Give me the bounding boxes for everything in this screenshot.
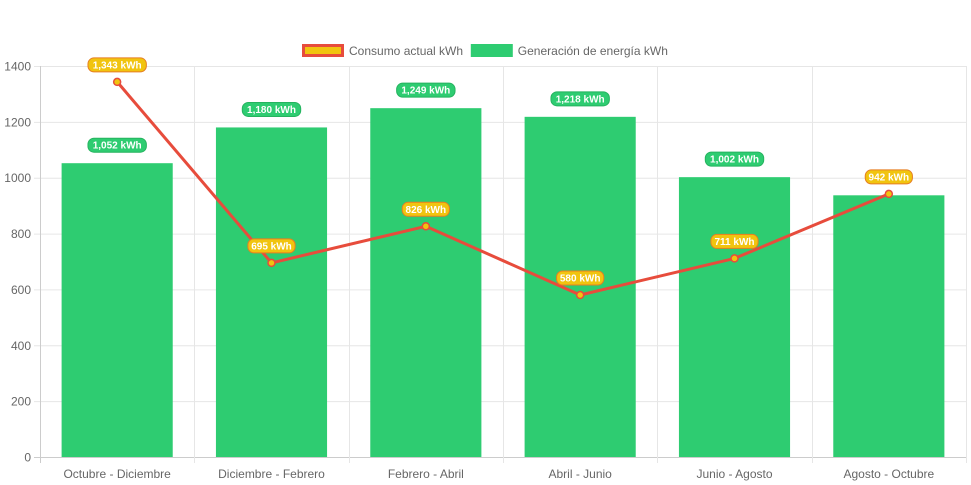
data-label-text: 580 kWh bbox=[560, 274, 601, 285]
chart-gridlines bbox=[34, 66, 967, 463]
data-label-text: 942 kWh bbox=[869, 172, 910, 183]
y-tick-label: 1200 bbox=[4, 115, 31, 129]
line-series bbox=[112, 77, 894, 300]
bar bbox=[833, 195, 945, 458]
x-tick-label: Abril - Junio bbox=[548, 467, 612, 481]
chart-legend[interactable]: Consumo actual kWh Generación de energía … bbox=[302, 44, 668, 58]
y-tick-label: 200 bbox=[11, 395, 31, 409]
data-label-badge bbox=[396, 82, 456, 98]
consumption-point bbox=[112, 77, 122, 87]
data-label: 942 kWh bbox=[864, 169, 913, 185]
x-tick-label: Diciembre - Febrero bbox=[218, 467, 325, 481]
legend-label: Consumo actual kWh bbox=[349, 44, 463, 58]
y-tick-label: 800 bbox=[11, 227, 31, 241]
data-label: 1,343 kWh bbox=[87, 57, 147, 73]
consumption-point bbox=[730, 254, 739, 263]
data-label: 711 kWh bbox=[710, 233, 759, 249]
legend-item[interactable]: Generación de energía kWh bbox=[470, 44, 668, 58]
data-label-badge bbox=[87, 137, 147, 153]
data-label-badge bbox=[704, 151, 765, 167]
data-label: 826 kWh bbox=[401, 201, 450, 217]
consumption-point bbox=[884, 189, 894, 199]
x-tick-label: Junio - Agosto bbox=[696, 467, 772, 481]
data-label-text: 1,218 kWh bbox=[556, 94, 605, 105]
data-label-text: 1,180 kWh bbox=[247, 105, 296, 116]
data-label-badge bbox=[550, 91, 610, 107]
data-label: 1,180 kWh bbox=[241, 101, 302, 117]
data-label-badge bbox=[241, 101, 302, 117]
data-label: 580 kWh bbox=[556, 270, 605, 286]
data-label-text: 711 kWh bbox=[714, 237, 754, 248]
y-tick-label: 400 bbox=[11, 339, 31, 353]
data-label-text: 1,002 kWh bbox=[710, 155, 759, 166]
data-label: 1,218 kWh bbox=[550, 91, 610, 107]
consumption-point bbox=[421, 222, 431, 231]
legend-item[interactable]: Consumo actual kWh bbox=[302, 44, 464, 58]
data-label-badge bbox=[864, 169, 913, 185]
legend-label: Generación de energía kWh bbox=[518, 44, 668, 58]
data-label-text: 695 kWh bbox=[251, 241, 292, 252]
y-tick-label: 600 bbox=[11, 283, 31, 297]
data-label-badge bbox=[247, 238, 296, 254]
bar bbox=[678, 177, 791, 458]
bar bbox=[215, 127, 328, 457]
bar bbox=[61, 163, 173, 458]
data-label: 695 kWh bbox=[247, 238, 296, 254]
data-label-text: 1,343 kWh bbox=[93, 60, 142, 71]
consumption-point bbox=[575, 290, 585, 300]
data-label: 1,052 kWh bbox=[87, 137, 147, 153]
data-label-text: 826 kWh bbox=[406, 205, 447, 216]
y-tick-label: 1000 bbox=[4, 171, 31, 185]
consumption-point bbox=[267, 258, 276, 268]
data-label-text: 1,052 kWh bbox=[93, 141, 142, 152]
legend-swatch bbox=[470, 44, 513, 57]
data-label-text: 1,249 kWh bbox=[401, 86, 450, 97]
x-tick-label: Agosto - Octubre bbox=[843, 467, 934, 481]
legend-swatch bbox=[302, 44, 344, 57]
y-tick-label: 1400 bbox=[4, 60, 31, 74]
data-label-badge bbox=[401, 201, 450, 217]
consumption-line bbox=[116, 80, 890, 297]
bar bbox=[370, 108, 482, 457]
data-label-badge bbox=[87, 57, 147, 73]
data-labels: 1,052 kWh 1,180 kWh 1,249 kWh 1,218 kWh 1,00… bbox=[87, 57, 913, 286]
x-tick-label: Febrero - Abril bbox=[388, 467, 464, 481]
y-tick-label: 0 bbox=[24, 451, 31, 465]
bar-series bbox=[61, 108, 945, 458]
data-label-badge bbox=[556, 270, 605, 286]
data-label-badge bbox=[710, 233, 759, 249]
data-label: 1,002 kWh bbox=[704, 151, 765, 167]
chart-axes: 0 200 400 600 800 1000 1200 1400 Octubre - Dicie… bbox=[4, 60, 934, 482]
x-tick-label: Octubre - Diciembre bbox=[63, 467, 171, 481]
data-label: 1,249 kWh bbox=[396, 82, 456, 98]
